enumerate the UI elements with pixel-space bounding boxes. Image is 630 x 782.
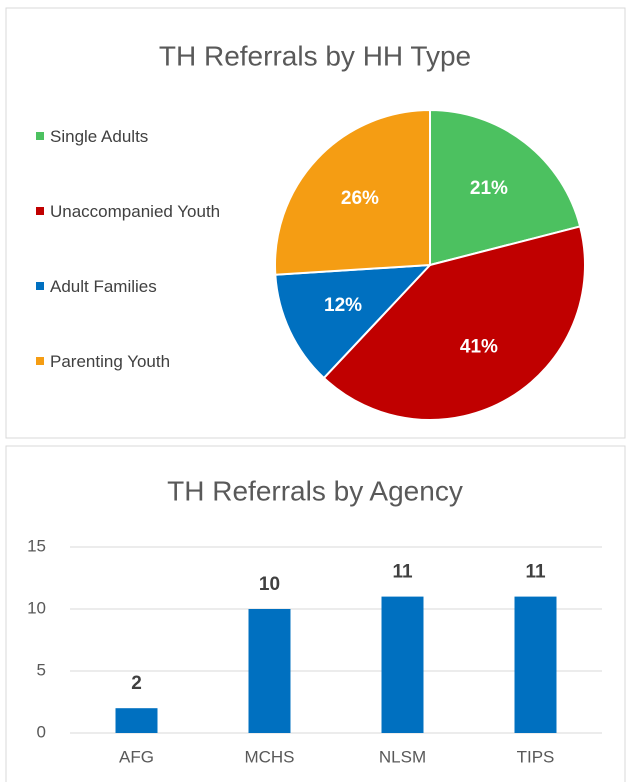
legend-swatch [36, 131, 44, 140]
y-tick-label: 5 [37, 660, 46, 679]
y-tick-label: 10 [27, 598, 46, 617]
bar-value-label: 10 [259, 574, 280, 595]
legend-label: Unaccompanied Youth [50, 202, 221, 221]
legend-label: Parenting Youth [50, 352, 171, 371]
y-tick-label: 15 [27, 536, 46, 555]
legend-swatch [36, 206, 44, 215]
bar-value-label: 11 [392, 562, 413, 583]
bar [381, 596, 424, 733]
slice-label: 26% [341, 188, 379, 209]
legend-entry: Unaccompanied Youth [36, 198, 226, 225]
bar-title: TH Referrals by Agency [167, 475, 463, 506]
slice-label: 21% [470, 178, 508, 199]
slice-label: 12% [324, 295, 362, 316]
x-tick-label: NLSM [379, 747, 426, 766]
bar-panel [5, 445, 626, 782]
bar-value-label: 11 [525, 562, 546, 583]
pie-slice [322, 225, 586, 421]
x-tick-label: AFG [119, 747, 154, 766]
legend-entry: Parenting Youth [36, 348, 226, 375]
legend-label: Adult Families [50, 277, 157, 296]
pie-slice [274, 263, 433, 380]
legend-swatch [36, 356, 44, 365]
pie-slice [429, 108, 582, 267]
legend-swatch [36, 281, 44, 290]
pie-slice [274, 108, 431, 276]
legend-entry: Single Adults [36, 123, 226, 150]
bar [115, 708, 158, 733]
legend-label: Single Adults [50, 127, 149, 146]
bar-value-label: 2 [131, 673, 142, 694]
legend-entry: Adult Families [36, 273, 226, 300]
bar [248, 609, 291, 733]
bar [514, 596, 557, 733]
pie-title: TH Referrals by HH Type [159, 40, 471, 71]
slice-label: 41% [460, 337, 498, 358]
x-tick-label: TIPS [517, 747, 555, 766]
pie-panel [5, 7, 626, 439]
x-tick-label: MCHS [244, 747, 294, 766]
y-tick-label: 0 [37, 722, 46, 741]
